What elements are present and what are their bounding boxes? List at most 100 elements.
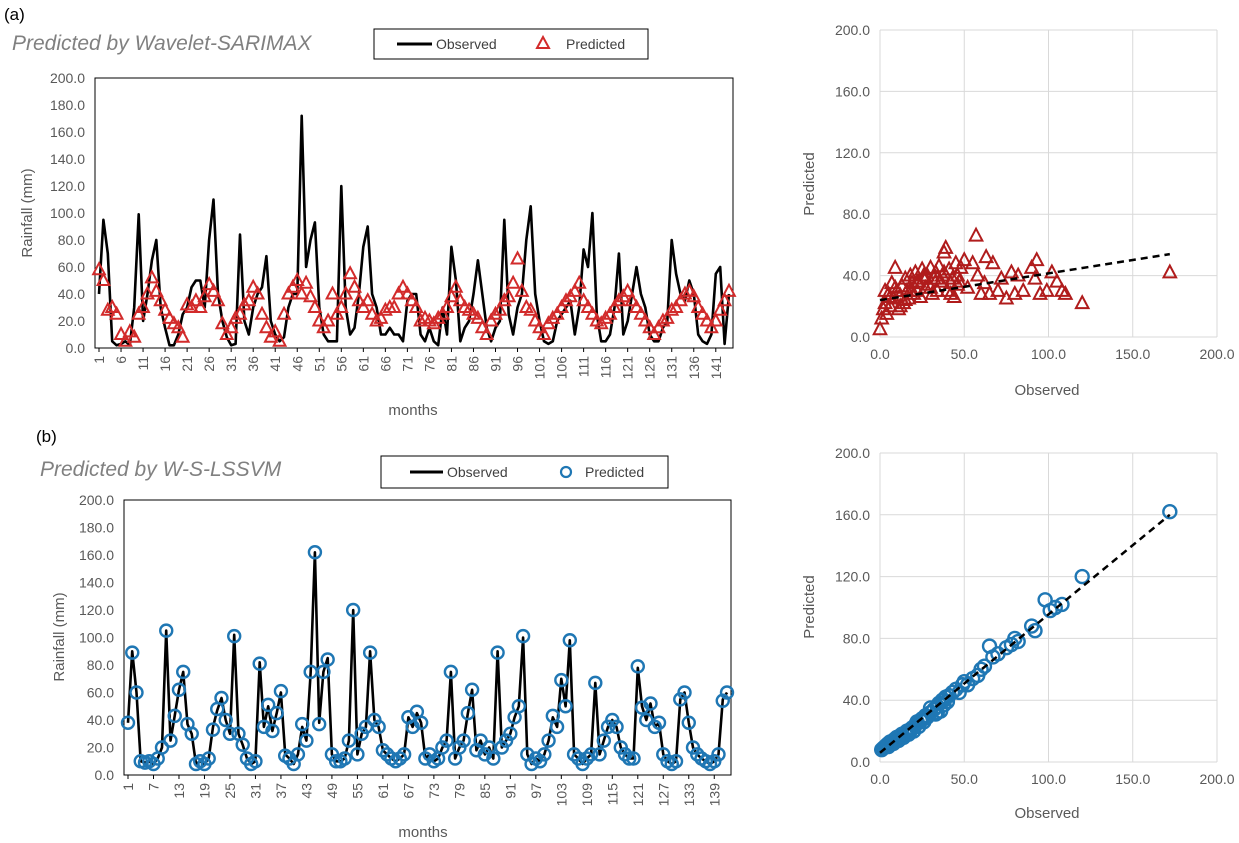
predicted-point — [628, 298, 644, 314]
x-axis-label: months — [398, 824, 447, 841]
scatter-point — [882, 297, 899, 313]
x-tick-label: 61 — [355, 356, 371, 372]
predicted-point — [580, 298, 596, 314]
x-tick-label: 66 — [377, 356, 393, 372]
scatter-point — [872, 320, 888, 336]
scatter-point — [989, 281, 1006, 297]
y-tick-label: 200.0 — [835, 445, 870, 461]
predicted-point — [235, 737, 250, 752]
x-tick-label: 21 — [179, 356, 195, 372]
predicted-point — [218, 712, 233, 728]
scatter-point — [931, 257, 947, 273]
predicted-point — [252, 656, 267, 671]
predicted-point — [598, 309, 614, 324]
y-tick-label: 40.0 — [843, 692, 870, 708]
predicted-point — [681, 282, 697, 297]
y-axis: 0.0 40.0 80.0 120.0 160.0 200.0 — [835, 22, 870, 345]
x-tick-label: 51 — [311, 356, 327, 372]
predicted-point — [236, 296, 252, 311]
grid — [879, 29, 1218, 338]
predicted-point — [167, 708, 182, 724]
chart-a-scatter: 0.0 40.0 80.0 120.0 160.0 200.0 0.0 50.0 100.0 1… — [801, 22, 1235, 399]
scatter-point — [893, 277, 910, 293]
predicted-point — [503, 726, 518, 741]
predicted-point — [554, 298, 570, 314]
scatter-point — [964, 254, 981, 270]
predicted-point — [558, 292, 574, 307]
scatter-point — [1054, 281, 1070, 297]
scatter-point — [984, 254, 1001, 270]
predicted-point — [639, 712, 654, 728]
predicted-point — [250, 285, 266, 300]
scatter-point — [1162, 504, 1178, 520]
predicted-point — [294, 716, 310, 732]
x-tick-label: 91 — [502, 783, 518, 799]
scatter-point — [956, 673, 972, 690]
x-tick-label: 121 — [630, 783, 646, 807]
y-axis-label: Rainfall (mm) — [51, 592, 68, 681]
x-tick-label: 200.0 — [1199, 346, 1234, 362]
predicted-point — [131, 305, 147, 320]
predicted-point — [456, 733, 471, 748]
predicted-point — [541, 733, 556, 748]
scatter-point — [1032, 284, 1049, 300]
predicted-point — [135, 298, 151, 314]
x-tick-label: 96 — [510, 356, 526, 372]
predicted-point — [549, 719, 565, 735]
chart-b-title: Predicted by W-S-LSSVM — [40, 458, 282, 481]
legend-predicted-marker — [559, 465, 573, 479]
x-tick-label: 131 — [664, 356, 680, 380]
predicted-point — [129, 685, 144, 700]
predicted-point — [620, 282, 636, 297]
x-tick-label: 31 — [247, 783, 263, 799]
predicted-point — [399, 285, 415, 300]
predicted-point — [715, 693, 730, 708]
y-tick-label: 0.0 — [851, 329, 871, 345]
predicted-point — [496, 292, 512, 307]
predicted-point — [109, 305, 125, 320]
x-tick-label: 133 — [681, 783, 697, 807]
x-tick-label: 100.0 — [1031, 346, 1066, 362]
predicted-point — [511, 699, 527, 714]
predicted-point — [396, 747, 412, 762]
predicted-point — [681, 715, 696, 730]
chart-a-legend: Observed Predicted — [373, 28, 649, 60]
predicted-point — [464, 682, 480, 697]
x-tick-label: 6 — [113, 356, 129, 364]
trendline — [879, 252, 1171, 302]
predicted-point — [333, 298, 349, 314]
scatter-point — [956, 251, 973, 267]
scatter-point — [936, 692, 952, 708]
predicted-point — [562, 633, 578, 648]
predicted-point — [285, 278, 301, 293]
observed-series — [97, 114, 731, 347]
predicted-point — [439, 733, 454, 748]
predicted-point — [375, 743, 391, 758]
predicted-point — [104, 298, 120, 314]
predicted-point — [637, 312, 653, 327]
predicted-point — [276, 305, 292, 320]
y-tick-label: 120.0 — [50, 178, 85, 194]
scatter-point — [1057, 284, 1074, 300]
x-tick-label: 50.0 — [951, 346, 978, 362]
panel-a-label: (a) — [4, 5, 25, 24]
predicted-point — [391, 285, 407, 300]
predicted-point — [350, 747, 365, 762]
predicted-point — [588, 675, 603, 691]
predicted-point — [470, 309, 486, 324]
x-tick-label: 106 — [554, 356, 570, 380]
x-axis-label: Observed — [1014, 382, 1079, 399]
plot-area — [123, 499, 732, 776]
predicted-point — [439, 298, 455, 314]
scatter-point — [936, 263, 952, 279]
scatter-point — [877, 281, 894, 297]
predicted-point — [386, 298, 402, 314]
predicted-point — [302, 288, 318, 303]
predicted-point — [232, 305, 248, 320]
chart-b-legend: Observed Predicted — [380, 455, 669, 489]
predicted-point — [328, 754, 344, 769]
x-tick-label: 109 — [579, 783, 595, 807]
x-axis-label: Observed — [1014, 805, 1079, 822]
x-tick-label: 1 — [91, 356, 107, 364]
predicted-point — [537, 747, 552, 762]
